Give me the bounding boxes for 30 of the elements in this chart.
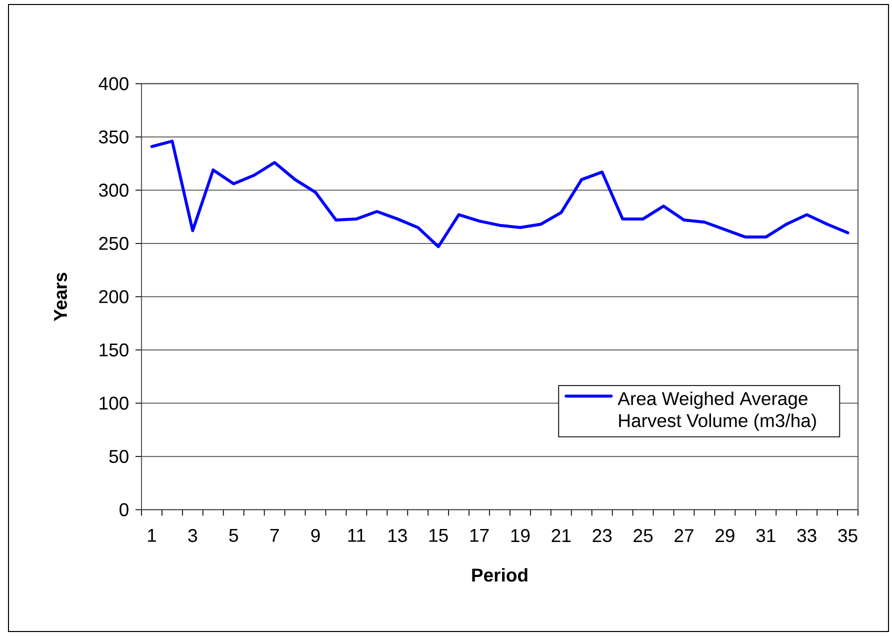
- x-tick-label: 7: [270, 529, 279, 542]
- x-tick-label: 15: [429, 529, 448, 542]
- y-tick-label: 0: [120, 503, 128, 516]
- x-tick-label: 21: [552, 529, 571, 542]
- x-tick-label: 1: [148, 529, 156, 542]
- y-tick-label: 200: [99, 290, 128, 304]
- x-tick-label: 31: [756, 529, 776, 542]
- x-tick-label: 29: [716, 529, 734, 542]
- x-tick-label: 11: [348, 529, 366, 542]
- x-tick-label: 9: [311, 529, 320, 542]
- y-tick-label: 150: [100, 343, 128, 356]
- y-tick-label: 250: [99, 236, 128, 250]
- y-tick-label: 400: [98, 77, 128, 90]
- x-tick-label: 33: [797, 529, 816, 542]
- x-tick-label: 23: [592, 529, 612, 542]
- x-tick-label: 13: [388, 529, 407, 542]
- y-tick-label: 50: [109, 450, 128, 463]
- x-tick-label: 17: [470, 529, 489, 542]
- y-tick-label: 100: [100, 396, 128, 410]
- x-tick-label: 19: [511, 529, 530, 542]
- x-axis-title: Period: [472, 568, 528, 582]
- x-tick-label: 3: [188, 529, 198, 542]
- x-tick-label: 27: [674, 529, 694, 542]
- y-tick-label: 350: [98, 130, 128, 144]
- x-tick-label: 25: [634, 529, 653, 542]
- x-tick-label: 35: [838, 529, 858, 542]
- x-tick-label: 5: [229, 529, 238, 542]
- y-axis-title: Years: [54, 272, 67, 322]
- y-tick-label: 300: [98, 184, 128, 197]
- legend-label: Area Weighed Average Harvest Volume (m3/ha): [618, 392, 816, 431]
